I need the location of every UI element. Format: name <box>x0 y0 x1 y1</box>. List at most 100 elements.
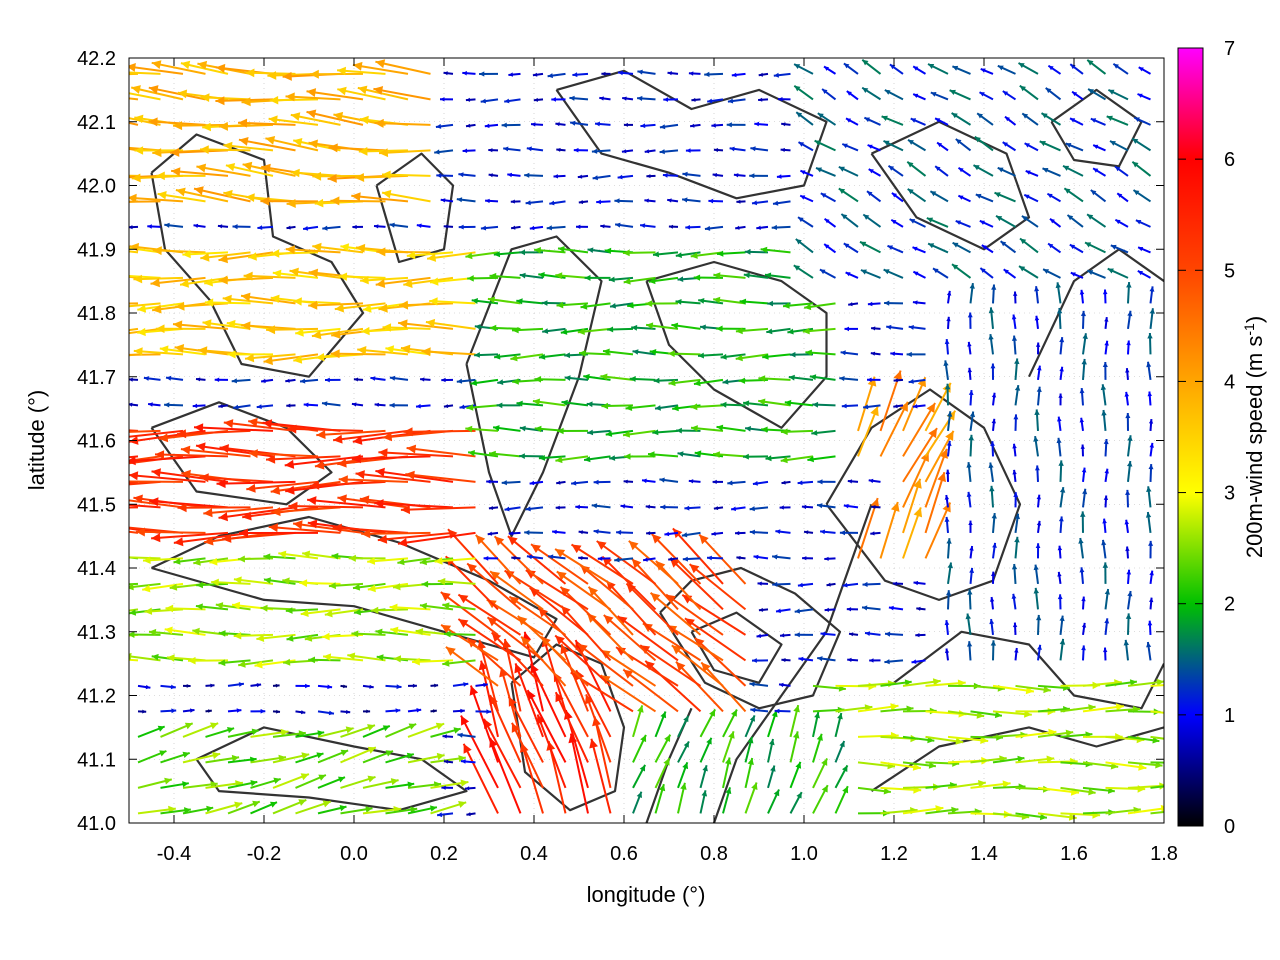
wind-vector <box>137 750 167 764</box>
wind-vector <box>682 171 701 177</box>
terrain-contour <box>645 260 828 429</box>
wind-vector <box>1150 684 1164 687</box>
wind-vector <box>504 506 521 512</box>
wind-vector <box>240 292 296 305</box>
wind-vector <box>1149 308 1155 330</box>
wind-vector <box>816 503 836 509</box>
wind-vector <box>129 63 184 75</box>
wind-vector <box>195 377 206 382</box>
wind-vector <box>797 216 814 228</box>
wind-vector <box>129 658 139 662</box>
wind-vector <box>886 324 904 330</box>
wind-vector <box>488 148 499 153</box>
wind-vector <box>559 586 612 636</box>
wind-vector <box>887 244 904 254</box>
wind-vector <box>204 298 251 307</box>
wind-vector <box>129 504 161 509</box>
wind-vector <box>133 347 184 356</box>
wind-vector <box>1079 567 1085 584</box>
wind-vector <box>182 722 219 738</box>
terrain-contour <box>151 515 558 659</box>
wind-vector <box>839 376 859 382</box>
wind-vector <box>556 480 566 485</box>
wind-vector <box>164 402 184 408</box>
wind-vector <box>1104 340 1109 355</box>
wind-vector <box>487 296 521 305</box>
wind-vector <box>989 618 995 636</box>
wind-vector <box>1080 310 1086 329</box>
wind-vector <box>884 659 904 665</box>
wind-vector <box>824 217 837 228</box>
wind-vector <box>766 327 791 335</box>
wind-vector <box>195 603 229 611</box>
wind-vector <box>592 174 611 181</box>
wind-vector <box>1042 167 1061 177</box>
wind-vector <box>538 353 566 360</box>
wind-vector <box>462 148 476 153</box>
wind-vector <box>244 353 296 363</box>
wind-vector <box>861 86 882 101</box>
wind-vector <box>929 190 949 203</box>
wind-vector <box>555 455 589 464</box>
wind-vector <box>912 65 927 75</box>
wind-vector <box>160 684 176 690</box>
wind-vector <box>654 711 667 738</box>
wind-vector <box>991 392 997 406</box>
wind-vector <box>1039 140 1061 152</box>
wind-vector <box>1102 289 1108 304</box>
wind-vector <box>798 141 814 152</box>
wind-vector <box>200 93 251 102</box>
wind-vector <box>819 268 836 279</box>
wind-vector <box>704 225 724 231</box>
wind-vector <box>263 353 319 366</box>
y-tick-label: 41.8 <box>77 303 116 325</box>
wind-vector <box>580 302 611 310</box>
wind-vector <box>924 471 946 534</box>
x-tick-label: 0.2 <box>430 843 458 865</box>
wind-vector <box>556 301 589 309</box>
wind-vector <box>1137 93 1151 101</box>
wind-vector <box>1025 169 1039 177</box>
wind-vector <box>781 122 791 127</box>
wind-vector <box>845 271 859 279</box>
wind-vector <box>845 117 859 126</box>
wind-vector <box>129 174 161 179</box>
wind-vector <box>936 141 949 152</box>
wind-vector <box>646 531 656 536</box>
wind-vector <box>645 300 679 307</box>
wind-vector <box>452 682 469 687</box>
wind-vector <box>484 123 499 129</box>
wind-vector <box>646 174 656 179</box>
wind-vector <box>193 423 274 433</box>
wind-vector <box>222 294 274 305</box>
wind-vector <box>817 656 836 662</box>
wind-vector <box>1082 333 1088 355</box>
y-tick-label: 41.7 <box>77 367 116 389</box>
wind-vector <box>947 735 989 744</box>
wind-vector <box>385 781 415 789</box>
x-tick-label: 1.0 <box>790 843 818 865</box>
wind-vector <box>578 200 589 205</box>
wind-vector <box>1034 315 1040 330</box>
wind-vector <box>557 246 589 254</box>
wind-vector <box>677 451 701 458</box>
wind-vector <box>1137 270 1151 279</box>
wind-vector <box>587 429 611 436</box>
wind-vector <box>407 708 422 713</box>
wind-vector <box>677 740 690 763</box>
wind-vector <box>248 449 319 459</box>
wind-vector <box>488 173 499 178</box>
wind-vector <box>420 377 431 382</box>
wind-vector <box>173 557 206 565</box>
wind-vector <box>820 192 836 203</box>
wind-vector <box>857 405 879 457</box>
wind-vector <box>944 619 950 636</box>
wind-vector <box>150 276 206 288</box>
wind-vector <box>1146 361 1152 381</box>
wind-vector <box>554 548 612 585</box>
wind-vector <box>665 593 724 636</box>
wind-vector <box>508 595 567 636</box>
wind-vector <box>970 710 1003 719</box>
wind-vector <box>306 109 364 126</box>
wind-vector <box>129 302 161 308</box>
